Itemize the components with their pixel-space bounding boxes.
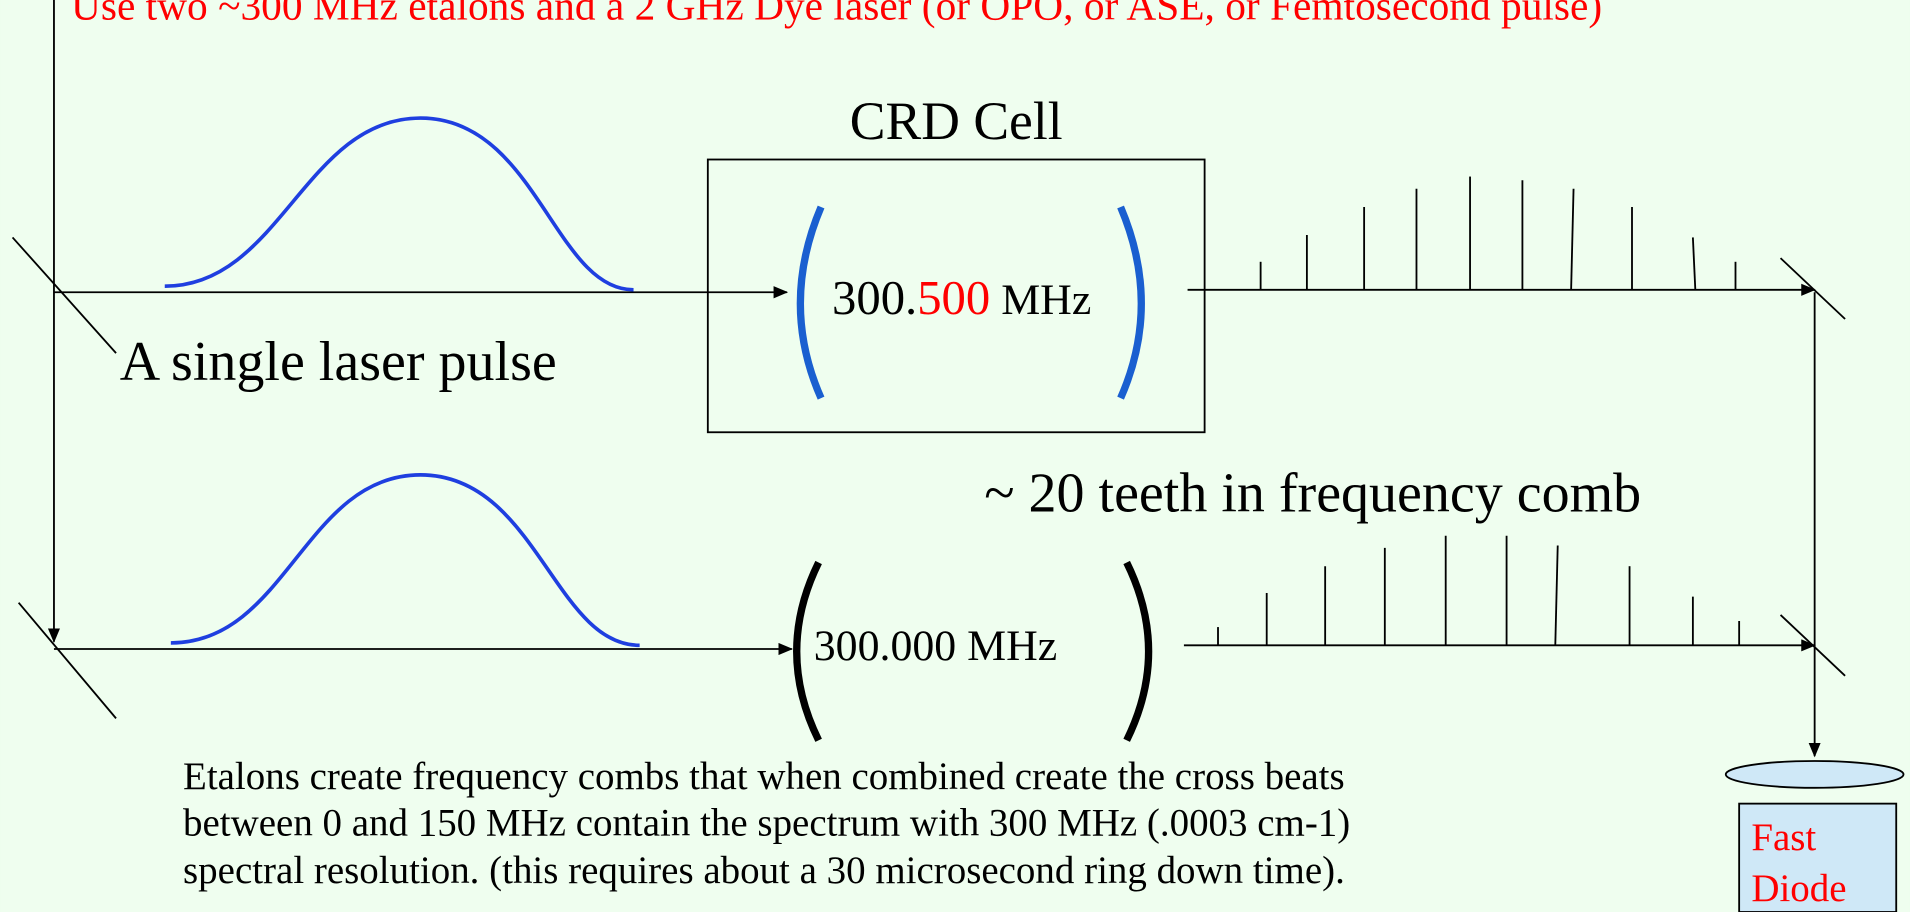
- pulse-curve: [170, 473, 640, 648]
- cell-label: CRD Cell: [850, 91, 1063, 151]
- header-note: Use two ~300 MHz etalons and a 2 GHz Dye…: [71, 0, 1602, 29]
- detector-label: Diode: [1751, 867, 1846, 910]
- pulse-label: A single laser pulse: [120, 331, 557, 393]
- cell-box: [706, 158, 1206, 434]
- description-line: spectral resolution. (this requires abou…: [183, 849, 1345, 892]
- etalon-mirror: [1123, 560, 1153, 742]
- comb-tooth: [1554, 545, 1559, 646]
- comb-tooth: [1570, 188, 1575, 290]
- comb-label: ~ 20 teeth in frequency comb: [984, 462, 1641, 524]
- detector-box: [1738, 802, 1898, 912]
- detector-label: Fast: [1751, 816, 1816, 859]
- etalon-frequency: 300.000 MHz: [814, 622, 1057, 670]
- mirror: [11, 236, 117, 354]
- etalon-mirror: [793, 560, 822, 742]
- frequency-part: 300.: [832, 271, 917, 325]
- mirror: [1779, 257, 1846, 320]
- description-line: between 0 and 150 MHz contain the spectr…: [183, 801, 1350, 844]
- comb: [1259, 176, 1737, 290]
- mirror: [1779, 614, 1846, 677]
- frequency-part: 500: [917, 271, 990, 325]
- detector-lens: [1724, 760, 1905, 789]
- mirror: [17, 602, 117, 719]
- comb-tooth: [1691, 237, 1697, 290]
- frequency-unit: MHz: [990, 276, 1091, 324]
- pulse-curve: [164, 116, 634, 292]
- comb: [1217, 535, 1741, 646]
- etalon-frequency: 300.500 MHz: [832, 271, 1091, 325]
- etalon-mirror: [1117, 205, 1145, 400]
- description-line: Etalons create frequency combs that when…: [183, 755, 1345, 798]
- etalon-mirror: [796, 205, 825, 400]
